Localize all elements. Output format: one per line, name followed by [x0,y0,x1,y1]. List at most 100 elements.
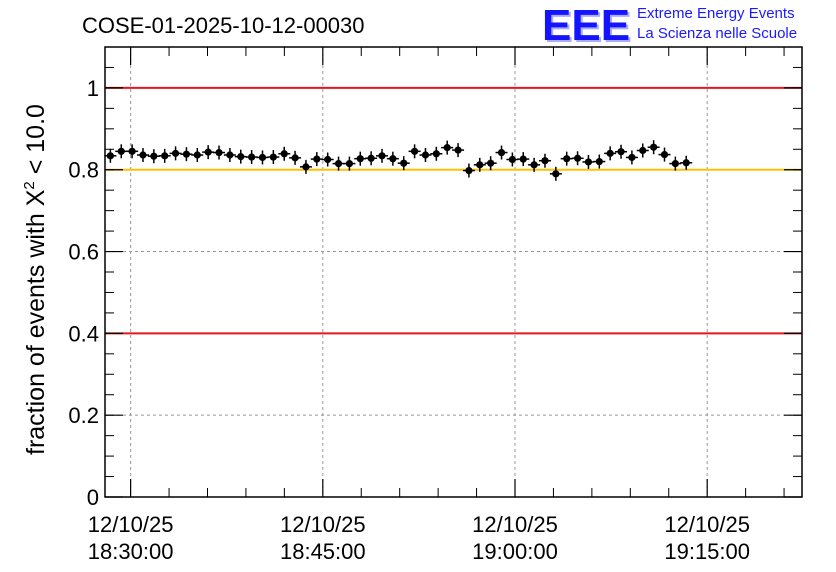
data-marker [617,148,625,156]
eee-logo-letters-shadow: EEE [544,3,632,52]
reference-lines [105,86,802,335]
y-axis-label-superscript: 2 [21,181,38,189]
data-point [256,150,269,165]
data-point [104,148,117,163]
data-point [538,153,551,168]
data-point [169,146,182,161]
data-marker [258,153,267,162]
data-point [419,148,432,162]
y-tick-label: 0.6 [68,240,99,265]
data-marker [215,148,223,157]
data-marker [671,159,679,168]
x-tick-date-label: 12/10/25 [472,512,558,537]
data-marker [432,150,440,158]
data-point [234,149,247,164]
data-point [462,163,475,178]
data-point [354,151,367,166]
data-point [180,147,193,162]
data-marker [269,153,277,161]
data-point [397,156,410,171]
data-marker [400,159,408,167]
data-point [484,156,497,171]
eee-logo-letters: EEE [542,1,630,50]
data-point [213,145,226,160]
data-marker [182,150,191,158]
data-point [147,149,160,164]
data-marker [454,146,462,154]
data-point [310,152,323,167]
data-marker [280,150,288,158]
data-marker [541,157,549,165]
x-tick-date-label: 12/10/25 [280,512,366,537]
data-point [430,146,443,161]
data-point [669,156,682,171]
data-point [278,146,291,161]
grid-lines [105,47,802,497]
data-point [267,150,280,165]
data-point [593,154,606,169]
data-marker [606,149,614,157]
x-tick-time-label: 18:45:00 [280,539,366,564]
data-marker [117,147,125,155]
x-tick-date-label: 12/10/25 [88,512,174,537]
data-marker [139,151,147,159]
data-point [376,148,389,163]
y-axis-label-prefix: fraction of events with [22,206,50,455]
y-tick-label: 0.4 [68,321,99,346]
x-tick-time-label: 19:15:00 [664,539,750,564]
data-marker [421,151,430,159]
data-marker [595,157,603,166]
y-axis-label-symbol: X [22,189,50,206]
data-marker [313,155,321,163]
data-marker [378,152,386,160]
data-marker [682,159,690,167]
data-marker [171,149,180,157]
data-marker [161,152,169,160]
data-point [560,151,573,166]
data-marker [660,150,669,159]
data-point [549,166,562,181]
data-point [321,152,334,167]
data-point [126,144,139,159]
data-point [636,143,649,158]
data-marker [487,159,495,167]
data-point [202,145,215,160]
data-point [365,151,378,166]
data-marker [476,161,484,169]
data-point [386,151,399,166]
y-tick-label: 0.8 [68,158,99,183]
data-marker [106,152,114,160]
data-marker [345,159,354,168]
data-marker [324,155,332,164]
data-marker [356,155,364,163]
data-point [495,145,508,160]
logo-line-1: Extreme Energy Events [637,5,795,22]
data-point [191,148,204,162]
x-axis-ticks: 12/10/2518:30:0012/10/2518:45:0012/10/25… [88,47,785,564]
logo-line-2: La Scienza nelle Scuole [637,25,797,42]
data-marker [226,151,234,159]
data-points [104,140,693,181]
y-tick-label: 0.2 [68,403,99,428]
y-tick-label: 1 [87,76,99,101]
data-marker [628,153,636,162]
data-marker [563,155,571,163]
data-point [441,140,454,155]
data-marker [573,154,582,162]
plot-frame [104,46,803,498]
data-point [658,147,671,162]
x-tick-time-label: 18:30:00 [88,539,174,564]
data-point [473,157,486,172]
data-point [408,144,421,159]
data-marker [248,153,256,161]
data-point [158,148,171,163]
y-tick-label: 0 [87,485,99,510]
data-point [615,144,628,159]
data-marker [497,148,506,157]
data-marker [302,163,310,171]
data-point [582,154,595,169]
data-point [517,152,530,167]
data-marker [530,161,538,169]
data-point [528,157,541,172]
